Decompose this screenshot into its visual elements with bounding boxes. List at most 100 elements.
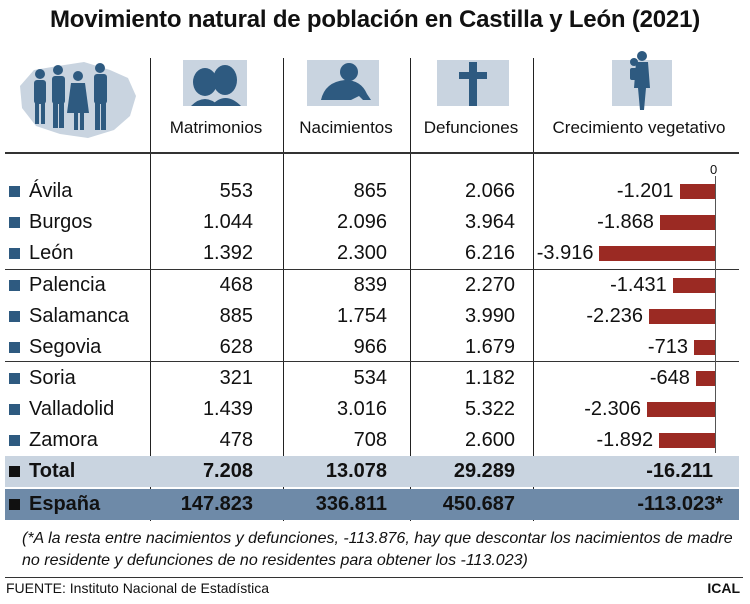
cell-marriages: 478 xyxy=(219,429,253,451)
cell-growth: -1.201 xyxy=(616,180,674,202)
cell-growth: -113.023* xyxy=(637,493,723,515)
table-row: Zamora 478 708 2.600 -1.892 xyxy=(5,425,739,456)
column-header-growth: Crecimiento vegetativo xyxy=(552,118,726,137)
row-bullet xyxy=(9,466,20,477)
table-row: Salamanca 885 1.754 3.990 -2.236 xyxy=(5,301,739,332)
row-bullet xyxy=(9,186,20,197)
cell-marriages: 1.392 xyxy=(202,242,253,264)
growth-bar xyxy=(649,309,715,324)
cell-deaths: 3.964 xyxy=(464,211,515,233)
cell-growth: -648 xyxy=(649,367,690,389)
table-row: Valladolid 1.439 3.016 5.322 -2.306 xyxy=(5,394,739,425)
column-header-births: Nacimientos xyxy=(299,118,393,137)
cell-births: 966 xyxy=(353,336,387,358)
cell-marriages: 628 xyxy=(219,336,253,358)
row-name: Palencia xyxy=(29,274,106,296)
couple-icon xyxy=(183,60,247,106)
cell-births: 865 xyxy=(353,180,387,202)
cell-births: 1.754 xyxy=(336,305,387,327)
row-bullet xyxy=(9,373,20,384)
table-row: Palencia 468 839 2.270 -1.431 xyxy=(5,270,739,301)
cell-deaths: 2.066 xyxy=(464,180,515,202)
cell-marriages: 468 xyxy=(219,274,253,296)
table-row: Burgos 1.044 2.096 3.964 -1.868 xyxy=(5,207,739,238)
row-bullet xyxy=(9,404,20,415)
row-bullet xyxy=(9,280,20,291)
cell-marriages: 1.044 xyxy=(202,211,253,233)
cell-births: 534 xyxy=(353,367,387,389)
row-bullet xyxy=(9,499,20,510)
cell-marriages: 147.823 xyxy=(180,493,253,515)
cell-marriages: 7.208 xyxy=(202,460,253,482)
group-divider xyxy=(5,361,739,362)
cell-deaths: 2.270 xyxy=(464,274,515,296)
espana-row: España 147.823 336.811 450.687 -113.023* xyxy=(5,489,739,520)
growth-bar xyxy=(672,278,715,293)
cell-growth: -1.892 xyxy=(596,429,654,451)
cell-growth: -1.868 xyxy=(597,211,654,233)
footer-divider xyxy=(5,577,743,578)
row-bullet xyxy=(9,311,20,322)
people-map-icon xyxy=(14,56,140,142)
column-divider xyxy=(533,58,534,521)
cell-births: 2.096 xyxy=(336,211,387,233)
cell-marriages: 553 xyxy=(219,180,253,202)
column-divider xyxy=(283,58,284,521)
cell-births: 708 xyxy=(353,429,387,451)
row-name: Burgos xyxy=(29,211,93,233)
row-bullet xyxy=(9,248,20,259)
growth-bar xyxy=(659,433,715,448)
group-divider xyxy=(5,269,739,270)
row-name: León xyxy=(29,242,74,264)
footnote: (*A la resta entre nacimientos y defunci… xyxy=(22,530,733,569)
source-text: FUENTE: Instituto Nacional de Estadístic… xyxy=(6,580,269,596)
table-row: Ávila 553 865 2.066 -1.201 xyxy=(5,176,739,207)
cell-growth: -1.431 xyxy=(610,274,667,296)
cell-births: 2.300 xyxy=(336,242,387,264)
row-name: Valladolid xyxy=(29,398,115,420)
growth-bar xyxy=(679,184,715,199)
cell-growth: -3.916 xyxy=(536,242,594,264)
cell-deaths: 3.990 xyxy=(464,305,515,327)
cell-births: 3.016 xyxy=(336,398,387,420)
chart-title: Movimiento natural de población en Casti… xyxy=(49,6,701,33)
cell-deaths: 29.289 xyxy=(453,460,515,482)
row-name: Zamora xyxy=(29,429,98,451)
table-row: Segovia 628 966 1.679 -713 xyxy=(5,332,739,363)
cell-growth: -16.211 xyxy=(646,460,713,482)
parent-child-icon xyxy=(612,51,672,110)
cell-growth: -713 xyxy=(647,336,688,358)
brand-logo: ICAL xyxy=(707,580,740,596)
cell-growth: -2.236 xyxy=(586,305,644,327)
axis-zero-label: 0 xyxy=(710,162,718,177)
cell-marriages: 1.439 xyxy=(202,398,253,420)
total-row: Total 7.208 13.078 29.289 -16.211 xyxy=(5,456,739,487)
cell-births: 13.078 xyxy=(325,460,387,482)
column-header-marriages: Matrimonios xyxy=(169,118,263,137)
row-bullet xyxy=(9,342,20,353)
row-bullet xyxy=(9,217,20,228)
row-name: Total xyxy=(29,460,76,482)
growth-bar xyxy=(646,402,715,417)
row-name: Ávila xyxy=(29,180,73,202)
cell-marriages: 885 xyxy=(219,305,253,327)
cell-births: 336.811 xyxy=(315,493,387,515)
growth-bar xyxy=(693,340,715,355)
cell-marriages: 321 xyxy=(219,367,253,389)
cell-births: 839 xyxy=(353,274,387,296)
row-name: España xyxy=(29,493,101,515)
cell-deaths: 2.600 xyxy=(464,429,515,451)
column-divider xyxy=(410,58,411,521)
header-divider xyxy=(5,152,739,154)
table-row: León 1.392 2.300 6.216 -3.916 xyxy=(5,238,739,269)
column-header-deaths: Defunciones xyxy=(423,118,519,137)
cell-deaths: 5.322 xyxy=(464,398,515,420)
cell-deaths: 6.216 xyxy=(464,242,515,264)
cell-deaths: 1.182 xyxy=(464,367,515,389)
growth-bar xyxy=(695,371,715,386)
cell-growth: -2.306 xyxy=(584,398,641,420)
table-row: Soria 321 534 1.182 -648 xyxy=(5,363,739,394)
growth-bar xyxy=(599,246,715,261)
column-divider xyxy=(150,58,151,521)
row-name: Salamanca xyxy=(29,305,130,327)
